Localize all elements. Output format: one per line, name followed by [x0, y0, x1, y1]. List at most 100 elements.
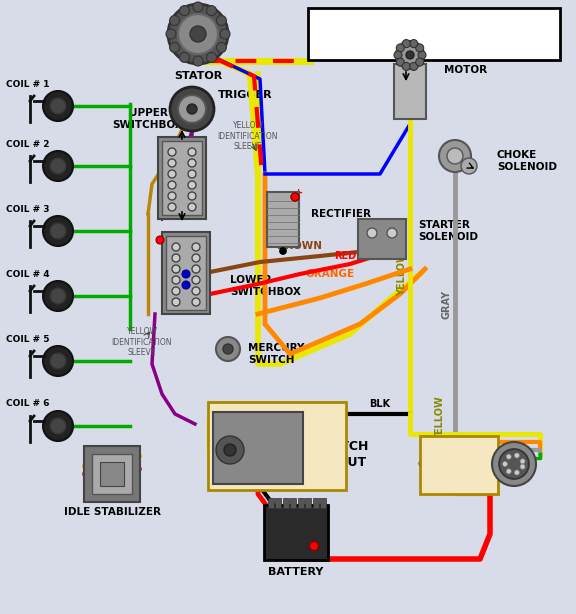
- Text: BLACK D: BLACK D: [263, 475, 293, 480]
- Text: BLK: BLK: [369, 399, 391, 409]
- Circle shape: [168, 192, 176, 200]
- Circle shape: [156, 236, 164, 244]
- Circle shape: [43, 346, 73, 376]
- Circle shape: [172, 298, 180, 306]
- Circle shape: [168, 181, 176, 189]
- Text: IDLE STABILIZER: IDLE STABILIZER: [63, 507, 161, 517]
- Text: STATOR: STATOR: [174, 71, 222, 81]
- Circle shape: [180, 52, 190, 63]
- Circle shape: [367, 228, 377, 238]
- Circle shape: [192, 276, 200, 284]
- FancyBboxPatch shape: [275, 498, 282, 508]
- Circle shape: [166, 29, 176, 39]
- Circle shape: [178, 14, 218, 54]
- Circle shape: [43, 216, 73, 246]
- Circle shape: [217, 42, 226, 53]
- Circle shape: [172, 287, 180, 295]
- Circle shape: [406, 51, 414, 59]
- Text: ORANGE: ORANGE: [305, 269, 355, 279]
- Text: GRAY: GRAY: [442, 289, 452, 319]
- Circle shape: [394, 51, 402, 59]
- FancyBboxPatch shape: [313, 498, 319, 508]
- Circle shape: [190, 26, 206, 42]
- FancyBboxPatch shape: [166, 236, 206, 310]
- Circle shape: [502, 462, 507, 467]
- Text: COIL # 4: COIL # 4: [6, 270, 50, 279]
- Circle shape: [309, 542, 319, 551]
- Text: COIL # 6: COIL # 6: [6, 400, 50, 408]
- Circle shape: [216, 337, 240, 361]
- Circle shape: [223, 344, 233, 354]
- FancyBboxPatch shape: [208, 402, 346, 490]
- Circle shape: [506, 454, 511, 459]
- FancyBboxPatch shape: [264, 505, 328, 560]
- Circle shape: [188, 159, 196, 167]
- Circle shape: [439, 140, 471, 172]
- Text: YELLOW: YELLOW: [397, 252, 407, 297]
- Text: +: +: [314, 535, 326, 549]
- Circle shape: [50, 288, 66, 304]
- FancyBboxPatch shape: [268, 498, 274, 508]
- Circle shape: [220, 29, 230, 39]
- Circle shape: [207, 52, 217, 63]
- Circle shape: [506, 469, 511, 474]
- Circle shape: [416, 58, 424, 66]
- Text: RECTIFIER: RECTIFIER: [311, 209, 371, 219]
- FancyBboxPatch shape: [213, 412, 303, 484]
- FancyBboxPatch shape: [283, 498, 289, 508]
- Circle shape: [168, 159, 176, 167]
- Circle shape: [170, 87, 214, 131]
- Text: BATTERY: BATTERY: [268, 567, 324, 577]
- Text: YELLOW B: YELLOW B: [250, 408, 286, 420]
- Text: STARTER
SOLENOID: STARTER SOLENOID: [418, 220, 478, 242]
- Text: RED A: RED A: [249, 475, 271, 480]
- Circle shape: [187, 104, 197, 114]
- Circle shape: [188, 203, 196, 211]
- Text: YELLOW: YELLOW: [435, 397, 445, 441]
- Circle shape: [216, 436, 244, 464]
- Text: UPPER
SWITCHBOX: UPPER SWITCHBOX: [112, 108, 183, 130]
- Text: 1979 ONLY: 1979 ONLY: [376, 34, 492, 53]
- Text: YELLOW
IDENTIFICATION
SLEEVE: YELLOW IDENTIFICATION SLEEVE: [112, 327, 172, 357]
- Text: COIL # 1: COIL # 1: [6, 79, 50, 88]
- FancyBboxPatch shape: [320, 498, 327, 508]
- Text: +: +: [294, 188, 304, 198]
- Circle shape: [192, 254, 200, 262]
- Circle shape: [180, 6, 190, 15]
- Circle shape: [520, 464, 525, 469]
- Circle shape: [192, 287, 200, 295]
- Circle shape: [396, 44, 404, 52]
- Circle shape: [192, 243, 200, 251]
- Text: WHITE F: WHITE F: [268, 422, 298, 432]
- Circle shape: [43, 151, 73, 181]
- Text: RED: RED: [334, 251, 356, 261]
- Circle shape: [207, 6, 217, 15]
- Circle shape: [514, 453, 520, 458]
- Circle shape: [396, 41, 424, 69]
- FancyBboxPatch shape: [158, 137, 206, 219]
- Text: STARTER
MOTOR: STARTER MOTOR: [444, 53, 496, 75]
- Circle shape: [499, 449, 529, 479]
- Text: COIL # 3: COIL # 3: [6, 204, 50, 214]
- Circle shape: [291, 193, 299, 201]
- Circle shape: [168, 170, 176, 178]
- Circle shape: [182, 281, 190, 289]
- Circle shape: [172, 276, 180, 284]
- Text: YELLOW
IDENTIFICATION
SLEEVE: YELLOW IDENTIFICATION SLEEVE: [218, 121, 278, 151]
- Text: BROWN: BROWN: [278, 241, 323, 251]
- Circle shape: [192, 265, 200, 273]
- Text: LOWER
SWITCHBOX: LOWER SWITCHBOX: [230, 275, 301, 297]
- Circle shape: [410, 63, 418, 71]
- Circle shape: [50, 158, 66, 174]
- Circle shape: [50, 223, 66, 239]
- Circle shape: [418, 51, 426, 59]
- Circle shape: [188, 181, 196, 189]
- Circle shape: [188, 192, 196, 200]
- Circle shape: [217, 15, 226, 26]
- Circle shape: [416, 44, 424, 52]
- Circle shape: [520, 459, 525, 464]
- FancyBboxPatch shape: [298, 498, 304, 508]
- Circle shape: [169, 42, 180, 53]
- Circle shape: [492, 442, 536, 486]
- Circle shape: [182, 270, 190, 278]
